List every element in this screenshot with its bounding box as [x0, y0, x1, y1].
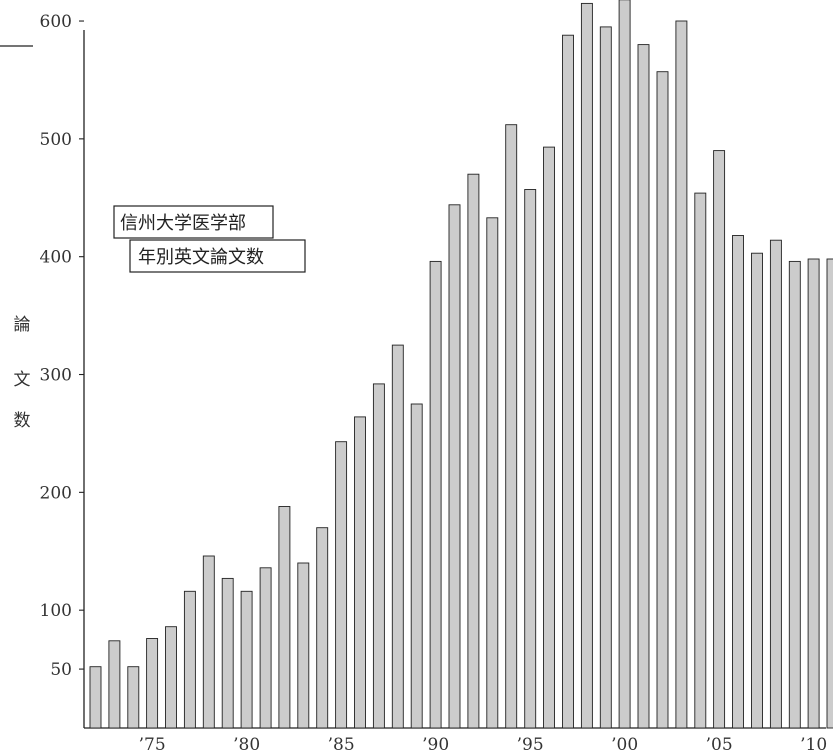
bar-2011: [826, 258, 833, 729]
x-tick-label-1990: ’90: [422, 735, 449, 755]
y-tick-label-500: 500: [40, 130, 72, 150]
y-axis-title-char-2: 文: [14, 370, 31, 390]
bar-1979: [221, 577, 234, 729]
x-tick-label-1985: ’85: [328, 735, 355, 755]
bar-2005: [713, 150, 726, 729]
bar-1981: [259, 567, 272, 729]
bar-1997: [562, 34, 574, 729]
bar-2004: [694, 192, 707, 729]
y-tick-label-600: 600: [40, 12, 72, 32]
bar-1977: [183, 590, 196, 729]
x-tick-label-1980: ’80: [233, 735, 260, 755]
bar-1987: [372, 383, 385, 729]
bar-2008: [769, 239, 782, 729]
bar-1996: [543, 146, 555, 729]
chart-title-line2: 年別英文論文数: [138, 247, 264, 268]
chart-title-line1: 信州大学医学部: [120, 213, 246, 234]
x-tick-label-2010: ’10: [800, 735, 827, 755]
y-tick-label-200: 200: [40, 483, 72, 503]
bar-1992: [467, 173, 480, 729]
bar-1980: [240, 590, 253, 729]
bar-2009: [788, 260, 801, 729]
y-axis-title-char-1: 論: [14, 315, 31, 335]
x-tick-label-1995: ’95: [517, 735, 544, 755]
bar-1989: [410, 403, 423, 729]
bar-1972: [89, 666, 102, 729]
bar-1982: [278, 506, 291, 729]
y-tick-label-400: 400: [40, 248, 72, 268]
y-tick-label-100: 100: [40, 601, 72, 621]
bar-1999: [599, 26, 612, 729]
bar-1998: [580, 2, 593, 729]
bar-2006: [732, 235, 744, 729]
y-axis-title: 論 文 数: [14, 315, 31, 431]
bar-1993: [486, 217, 499, 729]
y-axis-title-char-3: 数: [14, 411, 31, 431]
bar-1990: [429, 260, 442, 729]
bar-1985: [335, 441, 348, 729]
bar-1986: [354, 416, 366, 729]
chart-title-box: 信州大学医学部 年別英文論文数: [113, 205, 306, 273]
y-ticks: 50 100 200 300 400 500 600: [40, 12, 84, 680]
bar-1991: [448, 204, 461, 729]
bar-1974: [127, 666, 140, 729]
bar-1978: [202, 555, 215, 729]
bars: [89, 0, 833, 729]
bar-1976: [165, 626, 177, 729]
bar-2007: [751, 252, 763, 729]
bar-2000: [618, 0, 631, 729]
x-tick-label-2000: ’00: [611, 735, 638, 755]
x-tick-label-1975: ’75: [139, 735, 166, 755]
bar-1983: [297, 562, 310, 729]
title-box-line2: [129, 239, 306, 273]
bar-2010: [807, 258, 820, 729]
bar-1988: [391, 344, 404, 729]
y-tick-label-300: 300: [40, 366, 72, 386]
bar-2001: [637, 44, 650, 729]
bar-2003: [675, 20, 688, 729]
title-box-line1: [113, 205, 274, 239]
x-tick-label-2005: ’05: [706, 735, 733, 755]
bar-1975: [146, 638, 159, 729]
y-tick-label-50: 50: [50, 660, 72, 680]
bar-1995: [524, 189, 537, 729]
x-ticks: ’75 ’80 ’85 ’90 ’95 ’00 ’05 ’10: [139, 735, 828, 755]
bar-1994: [505, 124, 518, 729]
bar-1973: [108, 640, 121, 729]
bar-2002: [656, 71, 669, 729]
bar-1984: [316, 527, 329, 729]
